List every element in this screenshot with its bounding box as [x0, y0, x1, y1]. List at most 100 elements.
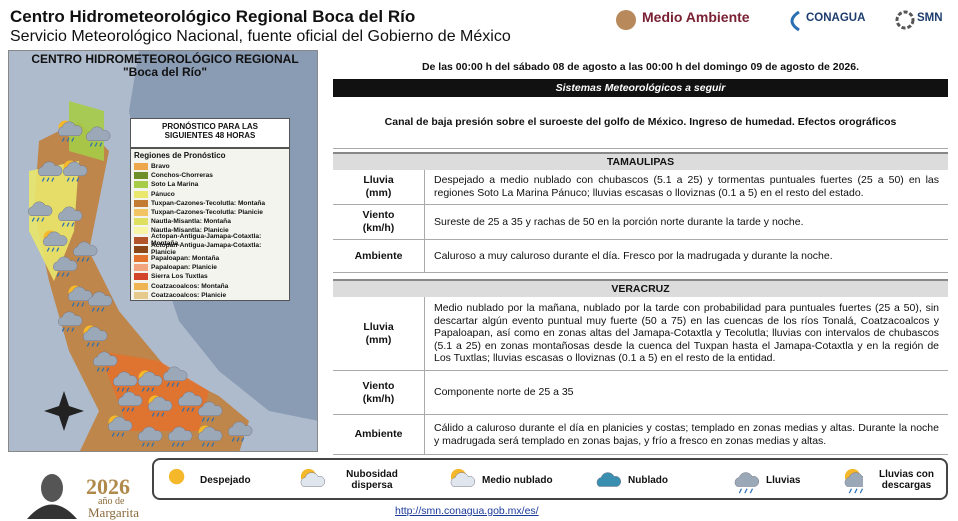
- cloud-icon: [138, 426, 163, 441]
- cloud-icon: [58, 311, 83, 326]
- region-name: Nautla-Misantla: Montaña: [151, 218, 231, 226]
- region-swatch: [134, 227, 148, 235]
- region-item: Sierra Los Tuxtlas: [134, 272, 286, 281]
- row-unit: (km/h): [362, 392, 395, 405]
- rain-icon: [126, 387, 130, 392]
- row-label: Ambiente: [333, 415, 425, 455]
- cloud-icon: [118, 391, 143, 406]
- logo-icon: [895, 10, 915, 30]
- rain-icon: [94, 142, 98, 147]
- region-name: Coatzacoalcos: Planicie: [151, 291, 227, 299]
- cloud-icon: [450, 472, 476, 487]
- region-swatch: [134, 209, 148, 217]
- legend-icon: [450, 468, 476, 487]
- row-text: Cálido a caluroso durante el día en plan…: [425, 415, 948, 455]
- row-text: Sureste de 25 a 35 y rachas de 50 en la …: [425, 205, 948, 240]
- rain-icon: [36, 217, 40, 222]
- logo-icon: [616, 10, 636, 30]
- row-label: Ambiente: [333, 240, 425, 273]
- link[interactable]: http://smn.conagua.gob.mx/es/: [395, 505, 539, 517]
- region-name: Actopan-Antigua-Jamapa-Cotaxtla: Planici…: [151, 242, 262, 257]
- rain-icon: [66, 327, 70, 332]
- rain-icon: [96, 307, 100, 312]
- region-name: Coatzacoalcos: Montaña: [151, 282, 229, 290]
- region-item: Soto La Marina: [134, 180, 286, 189]
- region-item: Coatzacoalcos: Planicie: [134, 291, 286, 300]
- portrait: [27, 474, 77, 519]
- rain-icon: [46, 177, 50, 182]
- region-name: Papaloapan: Planicie: [151, 264, 217, 272]
- logo-text: SMN: [917, 12, 943, 24]
- rain-icon: [206, 442, 210, 447]
- rain-icon: [141, 387, 145, 392]
- rain-icon: [151, 387, 155, 392]
- regions-box: Regiones de Pronóstico Bravo Conchos-Chorr…: [130, 148, 290, 301]
- legend-icon: [734, 472, 760, 494]
- legend-item: Despejado: [162, 464, 251, 496]
- rain-icon: [859, 488, 864, 494]
- legend-label: Nubosidad dispersa: [346, 469, 398, 491]
- rain-icon: [31, 217, 35, 222]
- region-name: Nautla-Misantla: Planicie: [151, 227, 229, 235]
- rain-icon: [171, 382, 175, 387]
- rain-icon: [854, 488, 858, 494]
- region-swatch: [134, 245, 148, 253]
- cloud-icon: [43, 231, 68, 246]
- rain-icon: [121, 432, 125, 437]
- region-item: Bravo: [134, 162, 286, 171]
- rain-icon: [231, 437, 235, 442]
- rain-icon: [56, 247, 60, 252]
- rain-icon: [176, 382, 180, 387]
- rain-icon: [116, 387, 120, 392]
- row-label: Viento (km/h): [333, 205, 425, 240]
- cloud-icon: [198, 401, 223, 416]
- row-label-text: Viento: [362, 379, 395, 392]
- rain-icon: [206, 417, 210, 422]
- region-name: Papaloapan: Montaña: [151, 254, 220, 262]
- legend: Despejado Nubosidad dispersa Medio nublado…: [152, 458, 948, 500]
- cloud-icon: [58, 121, 83, 136]
- region-list: Bravo Conchos-Chorreras Soto La Marina Pánu…: [134, 162, 286, 300]
- map-subtitle: "Boca del Río": [122, 65, 208, 79]
- cloud-icon: [198, 426, 223, 441]
- rain-icon: [91, 307, 95, 312]
- row-label: Lluvia (mm): [333, 297, 425, 371]
- rain-icon: [181, 442, 185, 447]
- logo-text: CONAGUA: [806, 12, 866, 24]
- legend-label: Medio nublado: [482, 474, 553, 486]
- rain-icon: [76, 302, 80, 307]
- rain-icon: [749, 488, 754, 494]
- cloud-icon: [28, 201, 53, 216]
- rain-icon: [71, 222, 75, 227]
- region-item: Coatzacoalcos: Montaña: [134, 281, 286, 290]
- rain-icon: [116, 432, 120, 437]
- region-swatch: [134, 172, 148, 180]
- cloud-icon: [58, 206, 83, 221]
- rain-icon: [166, 382, 170, 387]
- region-name: Tuxpan-Cazones-Tecolutla: Planicie: [151, 209, 263, 217]
- legend-label: Nublado: [628, 474, 668, 486]
- cloud-icon: [168, 426, 193, 441]
- region-swatch: [134, 254, 148, 262]
- rain-icon: [211, 417, 215, 422]
- rain-icon: [76, 257, 80, 262]
- region-swatch: [134, 282, 148, 290]
- rain-icon: [81, 302, 85, 307]
- map-title-line: CENTRO HIDROMETEOROLÓGICO REGIONAL: [31, 52, 299, 66]
- cloud-icon: [73, 241, 98, 256]
- logo-icon: [790, 10, 800, 32]
- row-unit: (km/h): [362, 222, 395, 234]
- rain-icon: [61, 222, 65, 227]
- rain-icon: [848, 488, 853, 494]
- region-swatch: [134, 163, 148, 171]
- rain-icon: [151, 442, 155, 447]
- row-text: Caluroso a muy caluroso durante el día. …: [425, 240, 948, 273]
- rain-icon: [738, 488, 743, 494]
- rain-icon: [146, 442, 150, 447]
- rain-icon: [66, 137, 70, 142]
- subtitle: Servicio Meteorológico Nacional, fuente …: [10, 28, 511, 45]
- region-name: Conchos-Chorreras: [151, 172, 213, 180]
- region-item: Papaloapan: Montaña: [134, 254, 286, 263]
- rain-icon: [186, 407, 190, 412]
